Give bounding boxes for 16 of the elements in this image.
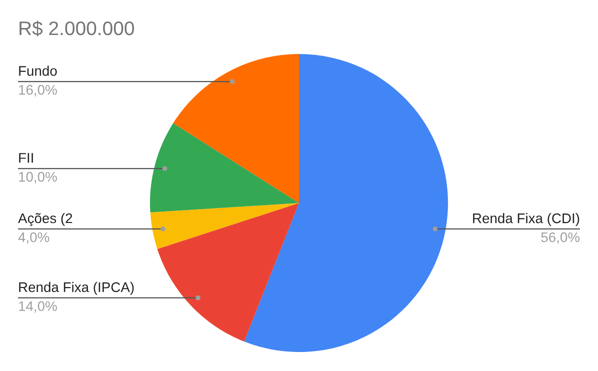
data-label: 10,0% (19, 172, 57, 184)
data-label: 14,0% (19, 301, 57, 313)
slice-label: Fundo (19, 66, 57, 76)
pie-slice (150, 123, 299, 212)
pie-slice (244, 54, 448, 352)
pie-slice (150, 203, 299, 250)
slice-label: Renda Fixa (CDI) (473, 213, 580, 226)
data-label: 16,0% (19, 84, 57, 96)
chart-title: R$ 2.000.000 (20, 20, 134, 36)
slice-label: FII (19, 153, 33, 163)
data-label: 4,0% (18, 232, 50, 244)
slice-label: Ações (2 (18, 212, 72, 226)
pie-slice (173, 54, 299, 203)
pie-slice (157, 203, 299, 342)
data-label: 56,0% (541, 232, 580, 244)
slice-label: Renda Fixa (IPCA) (19, 282, 134, 295)
